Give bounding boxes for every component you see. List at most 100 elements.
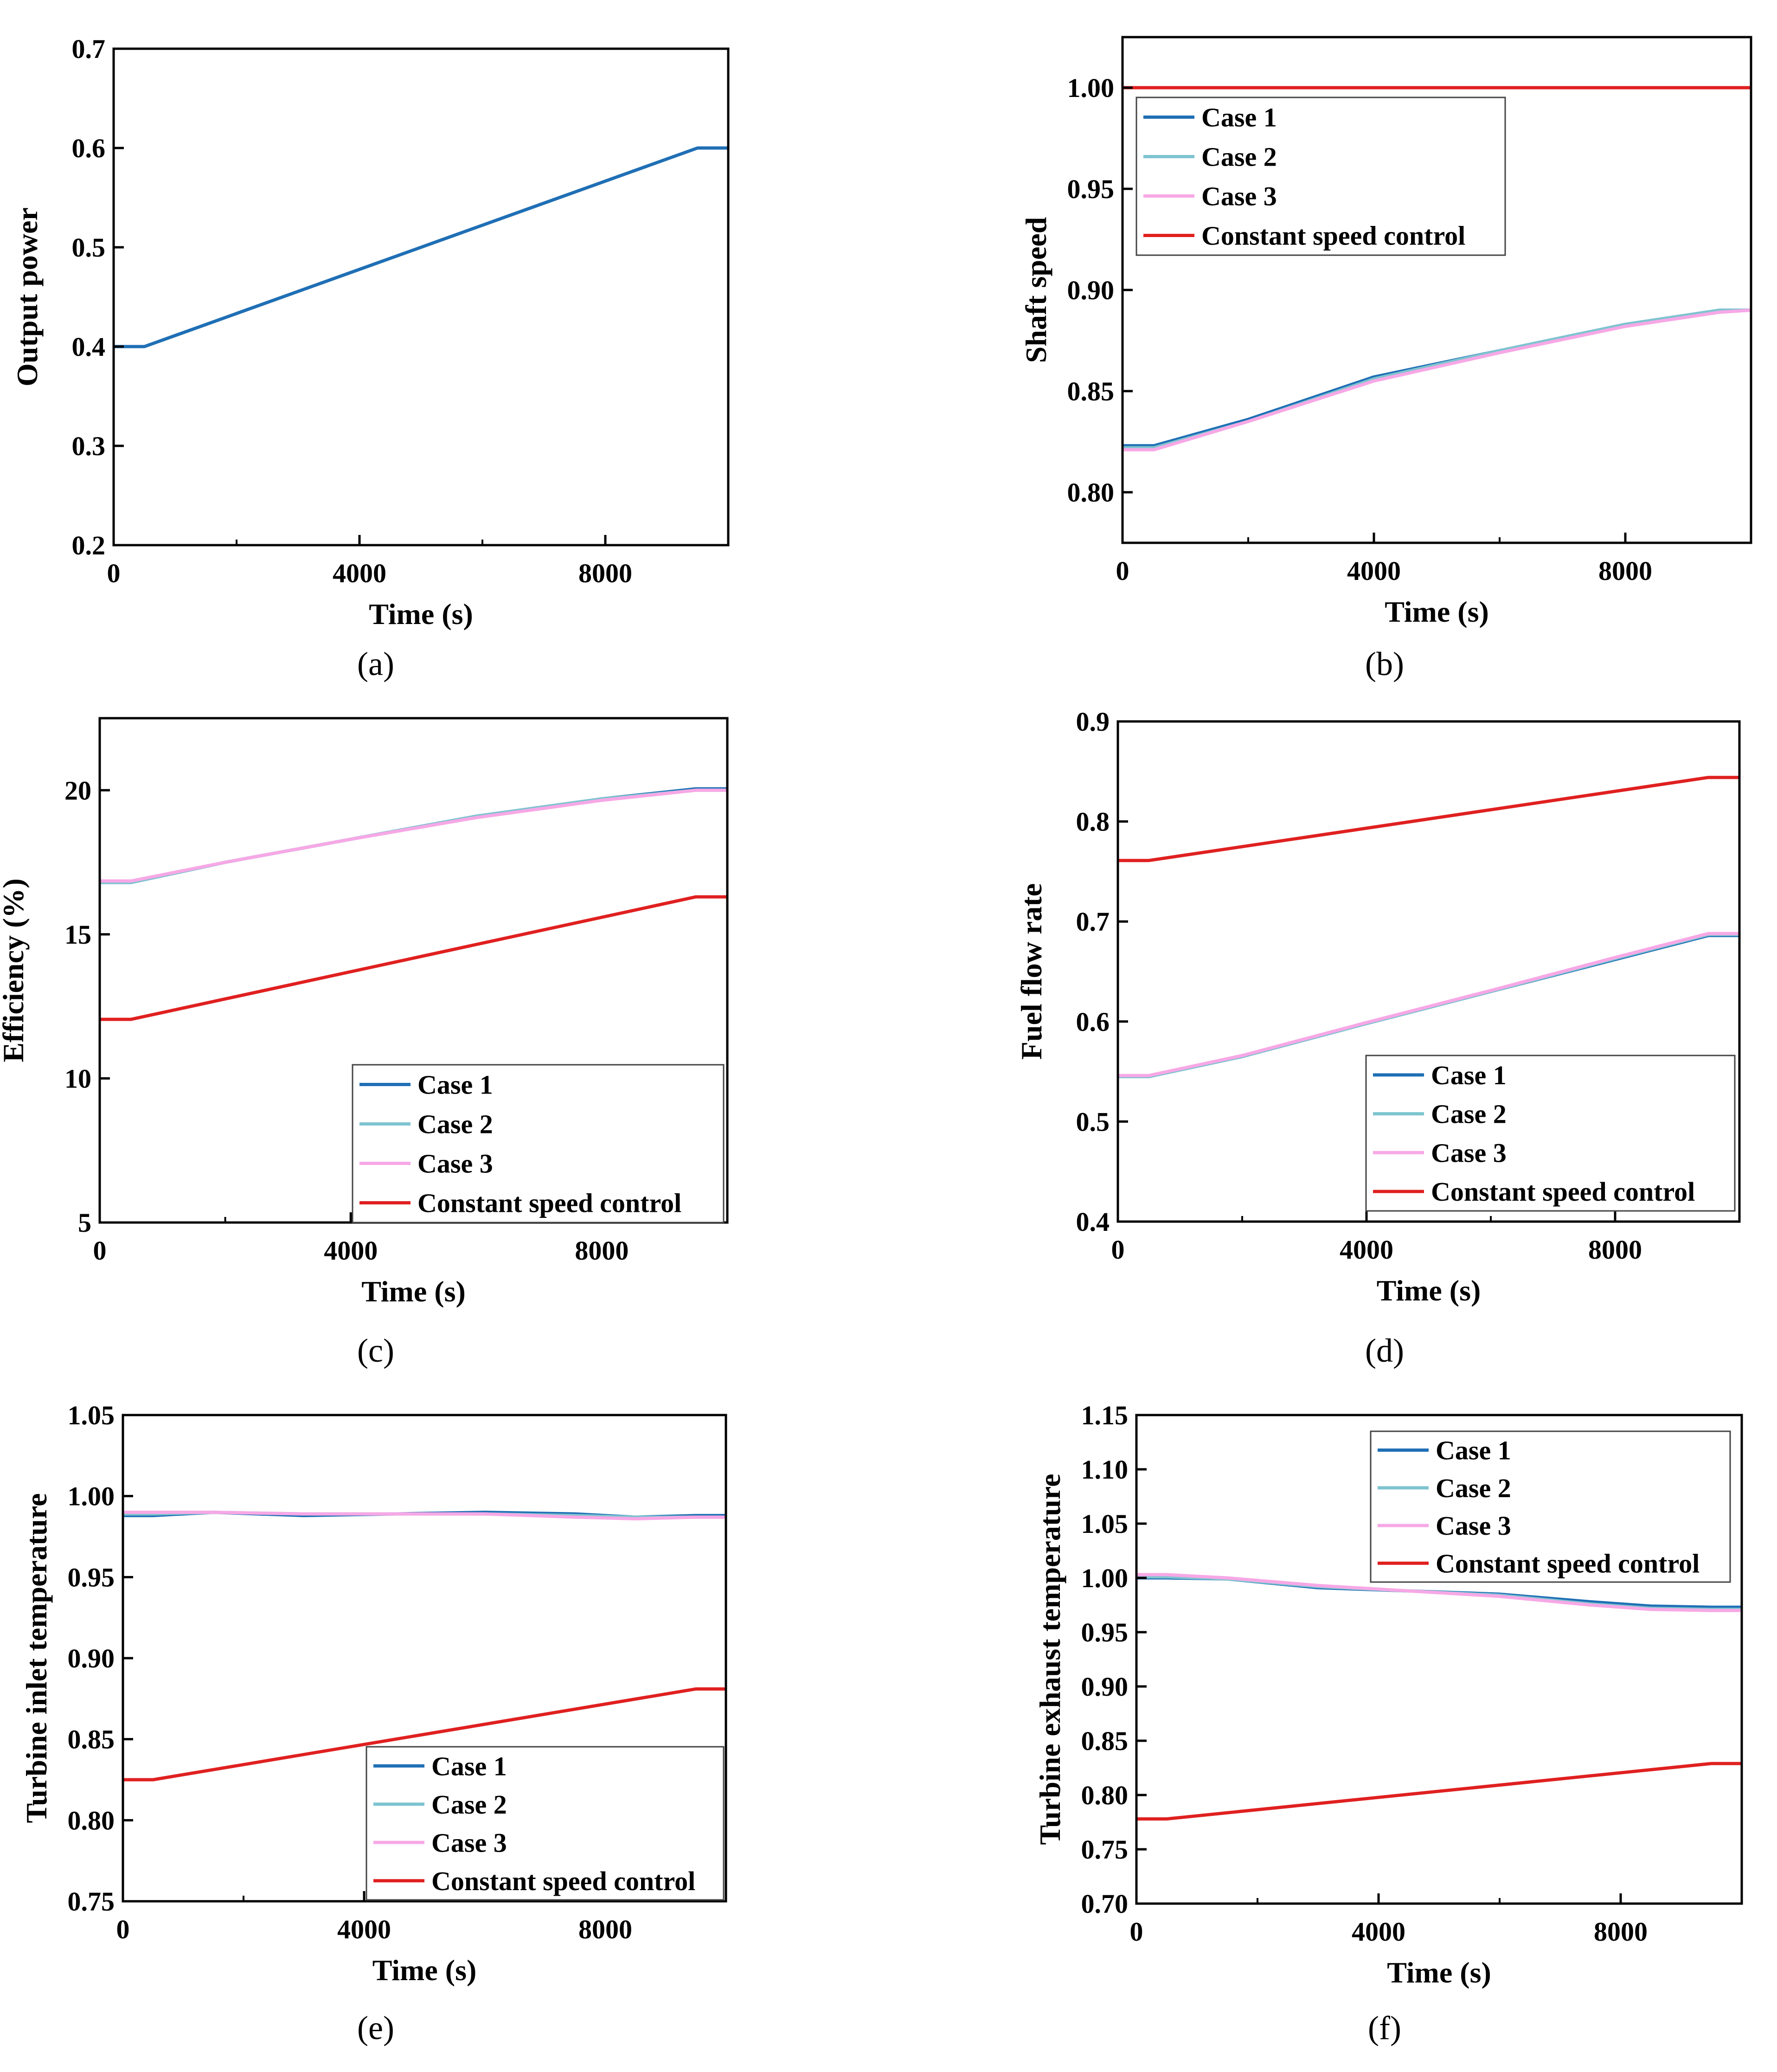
x-tick-label: 0 — [1111, 1235, 1125, 1265]
y-tick-label: 15 — [64, 920, 91, 950]
legend-label: Case 3 — [1436, 1511, 1511, 1541]
y-axis-title: Efficiency (%) — [0, 878, 30, 1062]
y-tick-label: 0.90 — [68, 1643, 115, 1673]
legend-label: Constant speed control — [1201, 221, 1465, 251]
x-tick-label: 8000 — [578, 558, 632, 588]
legend-label: Case 2 — [1431, 1099, 1507, 1129]
panel-label: (b) — [1365, 645, 1404, 682]
legend: Case 1 Case 2 Case 3 Constant speed control — [352, 1064, 725, 1223]
legend-label: Case 2 — [1201, 142, 1277, 172]
chart-panel-4: 0 4000 8000 0.75 0.80 0.85 0.90 0.95 1.00 1.05 Tim… — [20, 1400, 727, 2046]
legend-label: Case 2 — [417, 1109, 493, 1139]
legend-label: Case 3 — [431, 1827, 507, 1858]
y-tick-label: 0.6 — [72, 133, 106, 163]
series-line-case-3 — [100, 788, 727, 883]
chart-panel-2: 0 4000 8000 5 10 15 20 Time (s) Efficiency (%) (c… — [0, 717, 729, 1369]
x-axis-title: Time (s) — [1377, 1274, 1481, 1307]
legend-label: Case 3 — [1431, 1138, 1507, 1168]
panel-label: (d) — [1365, 1332, 1404, 1369]
y-tick-label: 0.95 — [1081, 1617, 1129, 1647]
x-axis-title: Time (s) — [361, 1275, 466, 1308]
y-tick-label: 1.05 — [1081, 1509, 1129, 1539]
legend-label: Case 2 — [431, 1789, 507, 1820]
legend: Case 1 Case 2 Case 3 Constant speed control — [1365, 1055, 1736, 1212]
x-tick-label: 8000 — [1598, 556, 1652, 586]
legend: Case 1 Case 2 Case 3 Constant speed control — [1370, 1430, 1731, 1583]
x-axis-title: Time (s) — [372, 1954, 477, 1987]
x-tick-label: 4000 — [324, 1235, 378, 1266]
legend-label: Case 1 — [1431, 1060, 1507, 1090]
y-tick-label: 0.8 — [1076, 807, 1110, 837]
legend: Case 1 Case 2 Case 3 Constant speed control — [366, 1746, 725, 1901]
y-tick-label: 0.5 — [1076, 1107, 1110, 1137]
y-tick-label: 0.85 — [1081, 1726, 1129, 1756]
y-axis-title: Turbine inlet temperature — [20, 1493, 53, 1823]
legend: Case 1 Case 2 Case 3 Constant speed control — [1135, 97, 1506, 256]
series-line-constant-speed-control — [123, 1687, 726, 1782]
y-tick-label: 0.4 — [72, 332, 106, 362]
y-tick-label: 0.85 — [1067, 376, 1115, 406]
x-tick-label: 0 — [107, 558, 121, 588]
legend-label: Constant speed control — [417, 1188, 681, 1218]
legend-label: Constant speed control — [1431, 1177, 1695, 1207]
legend-label: Case 2 — [1436, 1473, 1511, 1503]
y-tick-label: 0.70 — [1081, 1889, 1129, 1919]
y-tick-label: 0.80 — [1081, 1780, 1129, 1810]
legend-label: Case 1 — [431, 1751, 507, 1781]
legend-label: Constant speed control — [1436, 1548, 1700, 1578]
y-tick-label: 0.3 — [72, 431, 106, 461]
y-tick-label: 1.00 — [1067, 73, 1115, 103]
x-axis-title: Time (s) — [1387, 1956, 1491, 1989]
y-tick-label: 1.00 — [1081, 1563, 1129, 1593]
legend-label: Case 1 — [1201, 103, 1277, 133]
y-axis-title: Shaft speed — [1020, 217, 1052, 363]
y-tick-label: 0.75 — [68, 1886, 115, 1917]
x-tick-label: 4000 — [333, 558, 386, 588]
panel-label: (e) — [357, 2009, 394, 2046]
y-tick-label: 0.80 — [1067, 477, 1115, 508]
panel-label: (a) — [357, 645, 394, 682]
y-tick-label: 0.7 — [1076, 907, 1110, 937]
x-tick-label: 8000 — [1588, 1235, 1642, 1265]
y-tick-label: 0.95 — [68, 1562, 115, 1592]
series-line-case-3 — [123, 1511, 726, 1521]
legend-box — [1370, 1430, 1731, 1583]
legend-box — [352, 1064, 725, 1223]
legend-box — [1135, 97, 1506, 256]
y-tick-label: 1.15 — [1081, 1400, 1129, 1430]
chart-panel-3: 0 4000 8000 0.4 0.5 0.6 0.7 0.8 0.9 Time (s) Fuel … — [1015, 707, 1741, 1369]
series-line-constant-speed-control — [100, 895, 727, 1021]
x-tick-label: 0 — [1130, 1917, 1143, 1947]
series-line-constant-speed-control — [1136, 1762, 1742, 1821]
y-tick-label: 0.7 — [72, 34, 106, 64]
chart-panel-1: 0 4000 8000 0.80 0.85 0.90 0.95 1.00 Time (s) Sha… — [1020, 36, 1752, 682]
y-tick-label: 1.10 — [1081, 1454, 1129, 1485]
y-tick-label: 0.90 — [1081, 1672, 1129, 1702]
x-tick-label: 4000 — [1340, 1235, 1393, 1265]
y-tick-label: 0.95 — [1067, 174, 1115, 204]
plot-frame — [1135, 1414, 1743, 1905]
chart-panel-0: 0 4000 8000 0.2 0.3 0.4 0.5 0.6 0.7 Time (s) Outpu… — [11, 34, 730, 682]
legend-label: Constant speed control — [431, 1866, 695, 1896]
legend-label: Case 1 — [417, 1070, 493, 1100]
y-tick-label: 1.05 — [68, 1400, 115, 1430]
y-tick-label: 0.9 — [1076, 707, 1110, 737]
legend-box — [1365, 1055, 1736, 1212]
legend-label: Case 1 — [1436, 1435, 1511, 1466]
y-axis-title: Turbine exhaust temperature — [1033, 1474, 1066, 1845]
y-tick-label: 0.90 — [1067, 275, 1115, 305]
legend-label: Case 3 — [1201, 181, 1277, 212]
y-tick-label: 0.80 — [68, 1805, 115, 1835]
x-tick-label: 0 — [1116, 556, 1129, 586]
x-tick-label: 4000 — [1352, 1917, 1405, 1947]
y-tick-label: 20 — [64, 775, 91, 805]
y-tick-label: 0.5 — [72, 232, 106, 263]
y-tick-label: 0.4 — [1076, 1207, 1110, 1237]
panel-label: (c) — [357, 1332, 394, 1369]
series-line-case-3 — [1118, 932, 1739, 1077]
series-line-output-power — [114, 146, 728, 348]
series-line-constant-speed-control — [1118, 776, 1739, 862]
x-tick-label: 8000 — [575, 1235, 629, 1266]
y-axis-title: Output power — [11, 207, 44, 386]
